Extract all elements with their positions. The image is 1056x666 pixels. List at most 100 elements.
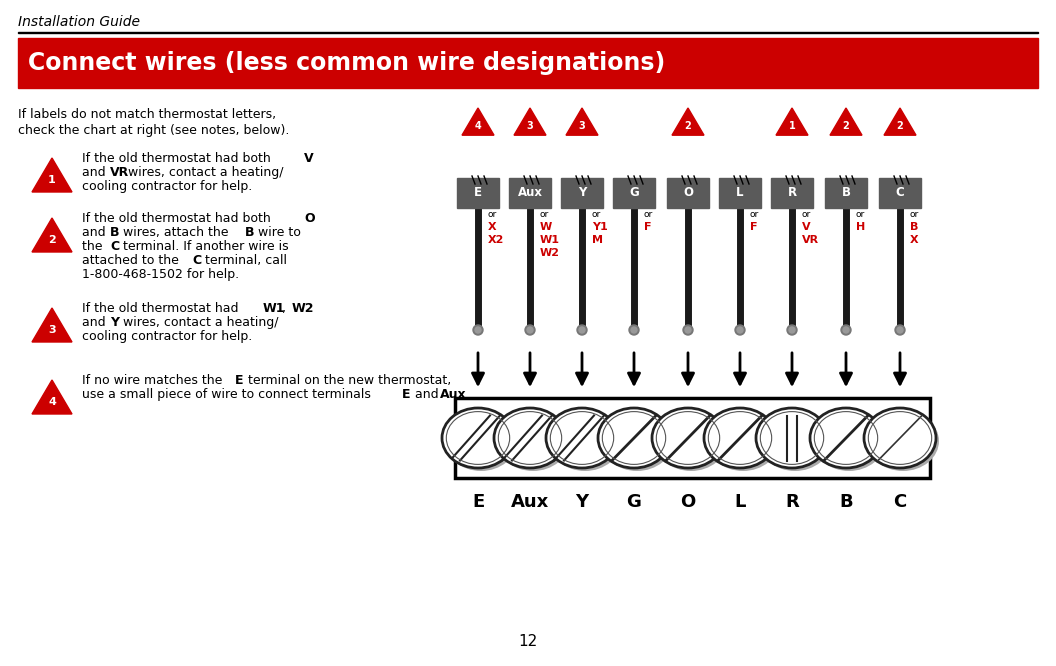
Ellipse shape (546, 408, 618, 468)
Bar (561, 178, 603, 208)
Text: If no wire matches the: If no wire matches the (82, 374, 226, 387)
Text: X: X (910, 235, 919, 245)
Text: B: B (840, 493, 853, 511)
Text: W1: W1 (263, 302, 285, 315)
Text: and: and (411, 388, 442, 401)
Text: X: X (488, 222, 496, 232)
Text: or: or (856, 210, 865, 219)
Text: 2: 2 (843, 121, 849, 131)
Ellipse shape (759, 411, 831, 471)
Polygon shape (884, 108, 916, 135)
Polygon shape (830, 108, 862, 135)
Polygon shape (514, 108, 546, 135)
Circle shape (787, 325, 797, 335)
Bar (18, 38, 1038, 88)
Circle shape (685, 327, 691, 333)
Text: F: F (750, 222, 757, 232)
Ellipse shape (810, 408, 882, 468)
Text: If the old thermostat had both: If the old thermostat had both (82, 152, 275, 165)
Text: O: O (304, 212, 315, 225)
Text: VR: VR (110, 166, 129, 179)
Text: W1: W1 (540, 235, 560, 245)
Ellipse shape (494, 408, 566, 468)
Text: L: L (734, 493, 746, 511)
Text: O: O (680, 493, 696, 511)
Text: or: or (644, 210, 654, 219)
Text: 3: 3 (579, 121, 585, 131)
Circle shape (475, 327, 480, 333)
Text: Aux: Aux (511, 493, 549, 511)
Circle shape (527, 327, 533, 333)
Text: X2: X2 (488, 235, 505, 245)
Circle shape (735, 325, 744, 335)
Text: check the chart at right (see notes, below).: check the chart at right (see notes, bel… (18, 124, 289, 137)
Text: E: E (474, 186, 482, 200)
Text: the: the (82, 240, 107, 253)
Text: E: E (402, 388, 411, 401)
Circle shape (895, 325, 905, 335)
Text: E: E (472, 493, 484, 511)
Text: B: B (110, 226, 119, 239)
Circle shape (629, 325, 639, 335)
Ellipse shape (497, 411, 569, 471)
Text: 1: 1 (789, 121, 795, 131)
Polygon shape (32, 218, 72, 252)
Bar (879, 178, 921, 208)
Text: terminal on the new thermostat,: terminal on the new thermostat, (244, 374, 451, 387)
Text: use a small piece of wire to connect terminals: use a small piece of wire to connect ter… (82, 388, 375, 401)
Ellipse shape (655, 411, 727, 471)
Text: H: H (856, 222, 865, 232)
Ellipse shape (601, 411, 673, 471)
Circle shape (789, 327, 795, 333)
Text: V: V (802, 222, 811, 232)
Text: cooling contractor for help.: cooling contractor for help. (82, 180, 252, 193)
Text: Aux: Aux (517, 186, 543, 200)
Text: terminal, call: terminal, call (201, 254, 287, 267)
Ellipse shape (756, 408, 828, 468)
Text: Y: Y (110, 316, 119, 329)
Text: wire to: wire to (254, 226, 301, 239)
Text: and: and (82, 316, 110, 329)
Text: M: M (592, 235, 603, 245)
Text: G: G (626, 493, 641, 511)
Text: wires, attach the: wires, attach the (119, 226, 232, 239)
Ellipse shape (864, 408, 936, 468)
Text: or: or (802, 210, 811, 219)
Text: 4: 4 (474, 121, 482, 131)
Text: 2: 2 (897, 121, 903, 131)
Ellipse shape (549, 411, 621, 471)
Ellipse shape (704, 408, 776, 468)
Text: F: F (644, 222, 652, 232)
Circle shape (579, 327, 585, 333)
Text: R: R (788, 186, 796, 200)
Text: 1-800-468-1502 for help.: 1-800-468-1502 for help. (82, 268, 239, 281)
Text: 2: 2 (684, 121, 692, 131)
Bar (612, 178, 655, 208)
Polygon shape (463, 108, 494, 135)
Bar (18, 31, 1038, 33)
Circle shape (525, 325, 535, 335)
Circle shape (631, 327, 637, 333)
Text: W: W (540, 222, 552, 232)
Polygon shape (32, 158, 72, 192)
Circle shape (843, 327, 849, 333)
Text: If the old thermostat had: If the old thermostat had (82, 302, 243, 315)
Text: wires, contact a heating/: wires, contact a heating/ (119, 316, 279, 329)
Polygon shape (32, 308, 72, 342)
Circle shape (737, 327, 743, 333)
Text: Y1: Y1 (592, 222, 608, 232)
Bar (667, 178, 709, 208)
Text: or: or (750, 210, 759, 219)
Ellipse shape (442, 408, 514, 468)
Text: .: . (465, 388, 469, 401)
Circle shape (841, 325, 851, 335)
Text: 1: 1 (49, 175, 56, 185)
Text: C: C (893, 493, 907, 511)
Text: Y: Y (578, 186, 586, 200)
Polygon shape (672, 108, 704, 135)
Text: C: C (192, 254, 201, 267)
Text: VR: VR (802, 235, 819, 245)
Circle shape (683, 325, 693, 335)
Bar (771, 178, 813, 208)
Circle shape (577, 325, 587, 335)
